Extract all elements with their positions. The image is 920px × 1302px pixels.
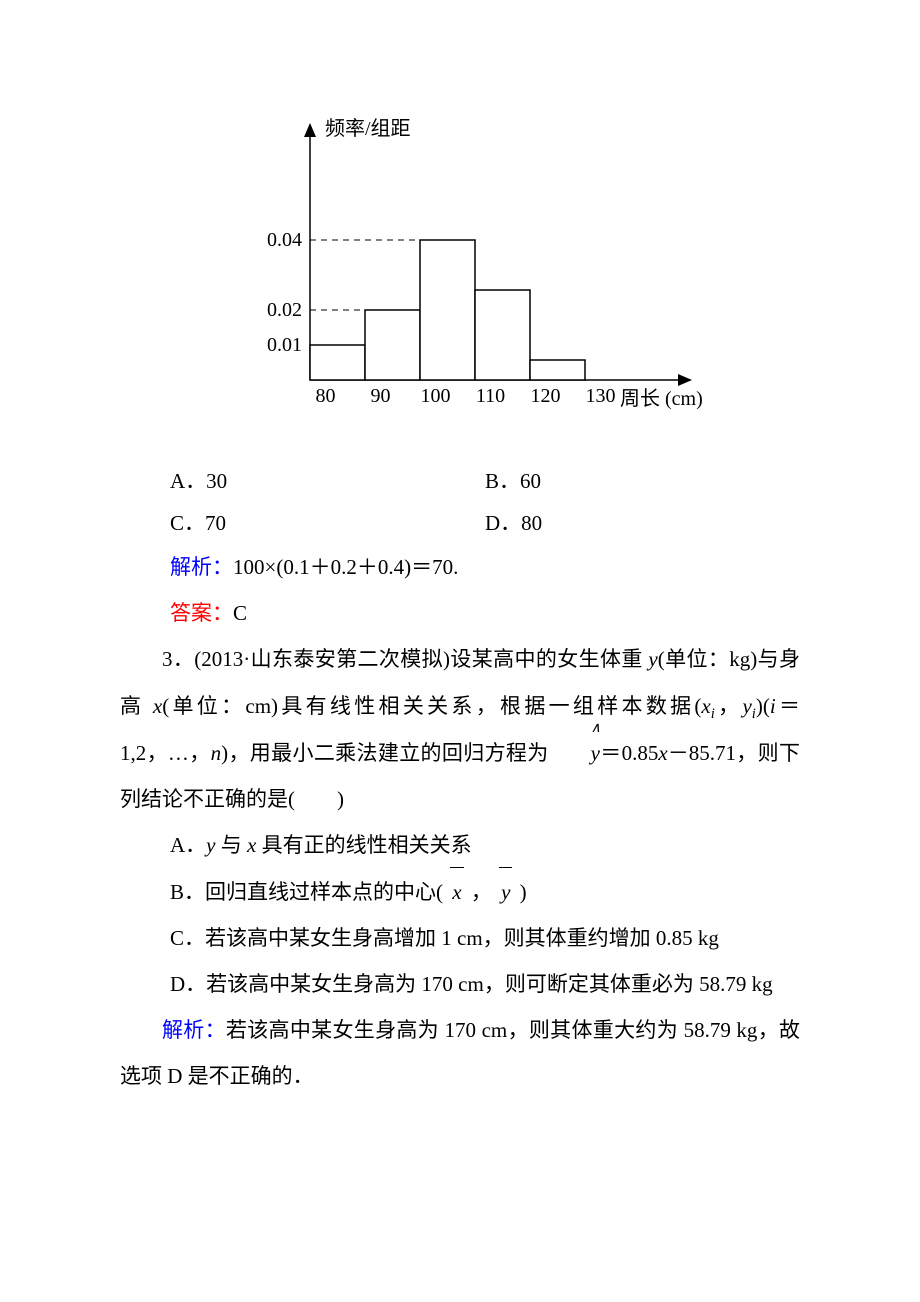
q3-option-d: D．若该高中某女生身高为 170 cm，则可断定其体重必为 58.79 kg [120,961,800,1007]
q3a-x: x [247,833,256,857]
svg-text:频率/组距: 频率/组距 [325,117,411,140]
q3b-2: ， [466,880,498,904]
q3a-y: y [206,833,215,857]
q3-analysis-label: 解析： [162,1018,226,1042]
q2-option-b: B．60 [485,460,800,502]
q3d-text: D．若该高中某女生身高为 170 cm，则可断定其体重必为 58.79 kg [170,972,773,996]
q3-option-a: A．y 与 x 具有正的线性相关关系 [120,822,800,868]
svg-text:120: 120 [531,385,561,407]
analysis-label: 解析： [170,555,233,579]
svg-text:0.01: 0.01 [267,334,302,356]
q3a-3: 具有正的线性相关关系 [256,833,471,857]
q3-x: x [153,694,162,718]
svg-text:110: 110 [476,385,505,407]
q3b-3: ) [514,880,526,904]
q3-xi: x [701,694,710,718]
q2-options: A．30 B．60 C．70 D．80 [120,460,800,544]
q3-stem: 3．(2013·山东泰安第二次模拟)设某高中的女生体重 y(单位：kg)与身高 … [120,636,800,822]
q3-option-c: C．若该高中某女生身高增加 1 cm，则其体重约增加 0.85 kg [120,915,800,961]
answer-label: 答案： [170,601,233,625]
q3-t1: 3．(2013·山东泰安第二次模拟)设某高中的女生体重 [162,647,648,671]
q3-yi: y [742,694,751,718]
svg-text:130: 130 [586,385,616,407]
q3-t3: (单位：cm)具有线性相关关系，根据一组样本数据( [162,694,701,718]
q2-option-c: C．70 [170,502,485,544]
svg-text:80: 80 [316,385,336,407]
q3-analysis: 解析：若该高中某女生身高为 170 cm，则其体重大约为 58.79 kg，故选… [120,1007,800,1099]
q3-yhat: y [549,730,600,776]
q3a-1: A． [170,833,206,857]
q2-analysis: 解析：100×(0.1＋0.2＋0.4)＝70. [120,544,800,590]
svg-text:周长 (cm): 周长 (cm) [620,387,703,410]
q3-y: y [648,647,657,671]
svg-text:0.04: 0.04 [267,229,302,251]
q2-answer: 答案：C [120,590,800,636]
q3a-2: 与 [216,833,248,857]
q3-option-b: B．回归直线过样本点的中心( x ， y ) [120,869,800,915]
q2-option-d: D．80 [485,502,800,544]
q3b-1: B．回归直线过样本点的中心( [170,880,448,904]
q3-t6: )，用最小二乘法建立的回归方程为 [221,741,549,765]
q3-n: n [211,741,222,765]
svg-text:0.02: 0.02 [267,299,302,321]
histogram-svg: 频率/组距周长 (cm) 0.01 0.02 0.04 80 90 100 110 120 130 [200,100,720,430]
q2-answer-text: C [233,601,247,625]
q3-x2: x [658,741,667,765]
q3b-ybar: y [497,869,514,915]
q3-t4: )( [756,694,770,718]
q2-analysis-text: 100×(0.1＋0.2＋0.4)＝70. [233,555,458,579]
q3-c1: ， [715,694,743,718]
q3-t7: ＝0.85 [600,741,658,765]
histogram-chart: 频率/组距周长 (cm) 0.01 0.02 0.04 80 90 100 110 120 130 [120,100,800,430]
q2-option-a: A．30 [170,460,485,502]
svg-text:100: 100 [421,385,451,407]
q3b-xbar: x [448,869,465,915]
svg-text:90: 90 [371,385,391,407]
